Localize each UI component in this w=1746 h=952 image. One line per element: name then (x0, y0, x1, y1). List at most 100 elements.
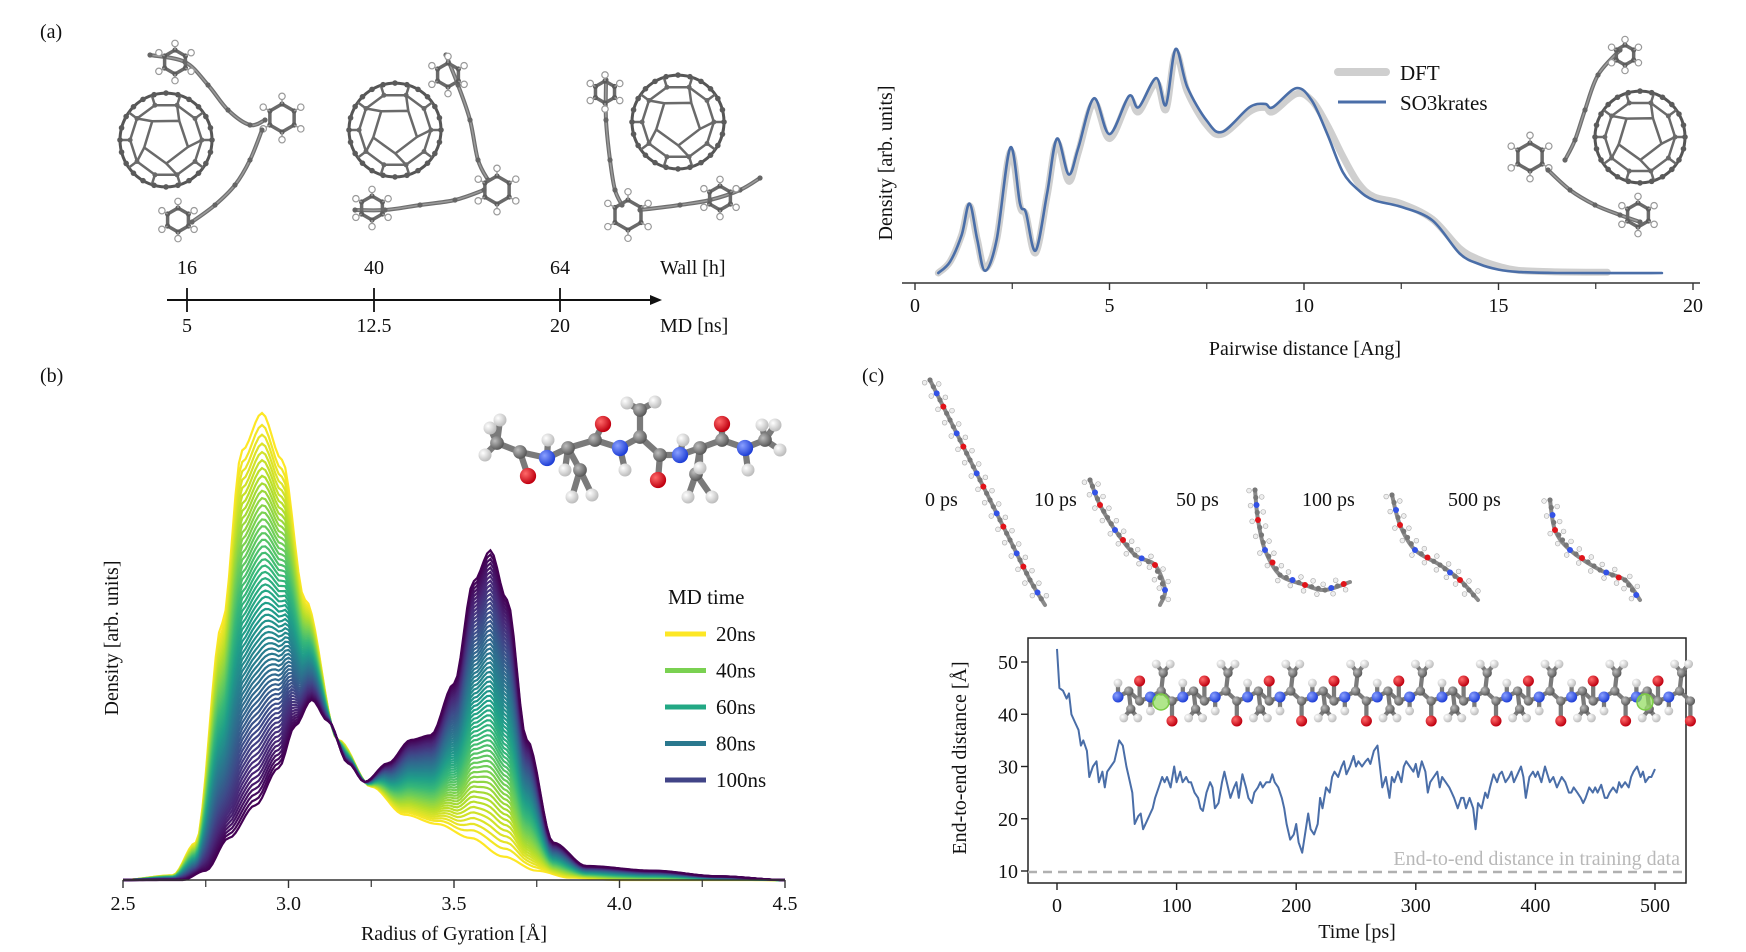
legend-label: 80ns (716, 732, 756, 756)
hydrogen-atom (1113, 678, 1123, 688)
x-tick-label: 100 (1162, 895, 1192, 917)
carbon-atom (1612, 668, 1622, 678)
carbon-atom (693, 441, 707, 455)
legend-entry: 20ns (665, 622, 756, 646)
phenyl-ring (1507, 131, 1553, 183)
fullerene-inset-ball (1592, 88, 1688, 186)
carbon-atom (1448, 686, 1458, 696)
hydrogen-atom (681, 490, 695, 504)
chart-end-to-end-distance: End-to-end distance in training data 0 10… (949, 637, 1696, 943)
carbon-atom (1361, 696, 1372, 706)
x-tick-label: 400 (1520, 895, 1550, 917)
carbon-atom (1190, 704, 1201, 714)
hydrogen-atom (1457, 713, 1467, 723)
nitrogen-atom (1112, 691, 1124, 703)
fullerene-64h (629, 72, 727, 172)
oxygen-atom (1134, 675, 1146, 687)
carbon-atom (715, 433, 729, 447)
hydrogen-atom (768, 418, 782, 432)
oxygen-atom (649, 471, 667, 489)
legend-entry: 80ns (665, 732, 756, 756)
carbon-atom (633, 430, 647, 444)
carbon-atom (1512, 686, 1523, 696)
carbon-atom (1394, 696, 1404, 706)
legend-label: 100ns (716, 768, 766, 792)
md-time-value: 12.5 (357, 315, 392, 337)
nitrogen-atom (538, 449, 556, 467)
hydrogen-atom (693, 461, 707, 475)
panel-label-a: (a) (40, 21, 62, 43)
md-time-value: 5 (182, 315, 192, 337)
phenyl-ring (700, 175, 740, 221)
carbon-atom (1491, 696, 1501, 706)
phenyl-ring (1607, 35, 1643, 75)
oxygen-atom (1360, 715, 1372, 727)
nitrogen-atom (1436, 691, 1448, 703)
end-atom-highlight (1636, 693, 1654, 711)
hydrogen-atom (1327, 713, 1337, 723)
x-tick-label: 4.0 (607, 893, 632, 915)
hydrogen-atom (1534, 706, 1544, 716)
carbon-atom (561, 441, 575, 455)
y-axis-label: Density [arb. units] (875, 86, 897, 241)
hydrogen-atom (1360, 659, 1370, 669)
hydrogen-atom (1469, 706, 1479, 716)
hydrogen-atom (1502, 678, 1512, 688)
hydrogen-atom (1313, 713, 1323, 723)
x-tick-label: 4.5 (773, 893, 798, 915)
snapshot-0ps (921, 377, 1050, 607)
carbon-atom (1253, 686, 1264, 696)
hydrogen-atom (741, 463, 755, 477)
carbon-atom (1579, 704, 1590, 714)
carbon-atom (1134, 696, 1145, 706)
phenyl-ring (586, 71, 624, 113)
nitrogen-atom (1306, 691, 1318, 703)
hydrogen-atom (558, 463, 572, 477)
hydrogen-atom (1567, 678, 1577, 688)
carbon-atom (1320, 704, 1330, 714)
nitrogen-atom (1566, 691, 1578, 703)
hydrogen-atom (493, 413, 507, 427)
hydrogen-atom (1230, 659, 1240, 669)
hydrogen-atom (1637, 713, 1647, 723)
molecule-arm (637, 175, 763, 213)
hydrogen-atom (1346, 659, 1356, 669)
legend-entry: 60ns (665, 695, 756, 719)
oxygen-atom (1198, 675, 1210, 687)
chart-radius-of-gyration: 2.5 3.0 3.5 4.0 4.5 Radius of Gyration [Å] D… (101, 395, 798, 945)
hydrogen-atom (1198, 713, 1208, 723)
wall-time-value: 64 (550, 257, 570, 279)
x-tick-label: 15 (1489, 295, 1509, 317)
y-tick-label: 10 (998, 861, 1018, 883)
hydrogen-atom (483, 421, 497, 435)
hydrogen-atom (1165, 659, 1175, 669)
y-tick-label: 40 (998, 704, 1018, 726)
legend-label-so3krates: SO3krates (1400, 91, 1488, 115)
carbon-atom (1383, 686, 1393, 696)
carbon-atom (1199, 696, 1210, 706)
snapshot-500ps (1541, 497, 1642, 602)
legend-title: MD time (668, 585, 744, 609)
hydrogen-atom (1605, 659, 1615, 669)
wall-time-value: 40 (364, 257, 384, 279)
hydrogen-atom (705, 490, 719, 504)
oxygen-atom (1522, 675, 1534, 687)
phenyl-ring (1618, 192, 1658, 238)
fullerene-snapshots (117, 39, 763, 243)
oxygen-atom (519, 467, 537, 485)
snapshot-100ps (1383, 492, 1481, 602)
carbon-atom (1676, 668, 1687, 678)
oxygen-atom (1458, 675, 1470, 687)
nitrogen-atom (1663, 691, 1675, 703)
hydrogen-atom (1631, 678, 1641, 688)
carbon-atom (1417, 668, 1428, 678)
carbon-atom (1588, 696, 1598, 706)
nitrogen-atom (1404, 691, 1416, 703)
carbon-atom (1158, 668, 1168, 678)
hydrogen-atom (1684, 659, 1694, 669)
molecule-arm (352, 187, 487, 213)
carbon-atom (1547, 668, 1557, 678)
hydrogen-atom (1424, 659, 1434, 669)
carbon-atom (1426, 696, 1436, 706)
oxygen-atom (1620, 715, 1632, 727)
